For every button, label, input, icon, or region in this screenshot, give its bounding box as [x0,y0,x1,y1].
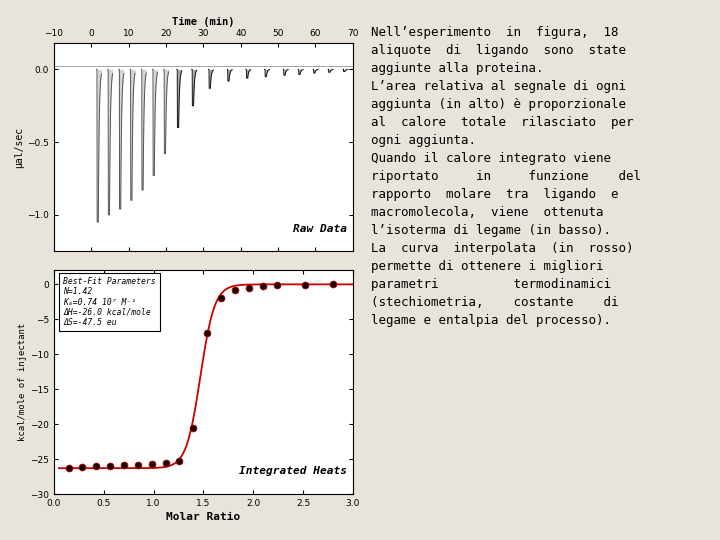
Y-axis label: kcal/mole of injectant: kcal/mole of injectant [19,323,27,441]
Text: Nell’esperimento  in  figura,  18
aliquote  di  ligando  sono  state
aggiunte al: Nell’esperimento in figura, 18 aliquote … [371,26,641,327]
Y-axis label: μal/sec: μal/sec [14,126,24,168]
Text: Raw Data: Raw Data [293,225,347,234]
Text: Integrated Heats: Integrated Heats [239,466,347,476]
X-axis label: Molar Ratio: Molar Ratio [166,512,240,522]
Text: Best-Fit Parameters
N=1.42
Kₐ=0.74 10⁷ M⁻¹
ΔH=-26.0 kcal/mole
ΔS=-47.5 eu: Best-Fit Parameters N=1.42 Kₐ=0.74 10⁷ M… [63,276,156,327]
X-axis label: Time (min): Time (min) [172,17,235,27]
